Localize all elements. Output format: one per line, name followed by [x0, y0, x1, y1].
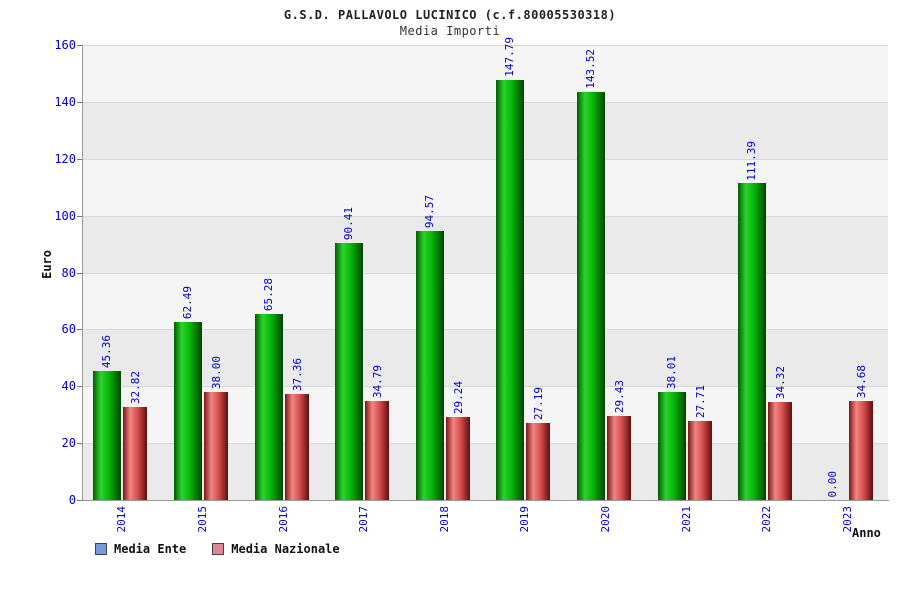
y-tick-label: 140 [54, 94, 76, 109]
value-label-media-nazionale: 29.43 [612, 380, 626, 414]
gridline [82, 386, 888, 388]
legend-label-media-nazionale: Media Nazionale [231, 542, 340, 556]
legend: Media Ente Media Nazionale [95, 542, 366, 556]
value-label-media-nazionale: 38.00 [209, 355, 223, 389]
gridline [82, 101, 888, 103]
value-label-media-nazionale: 29.24 [451, 380, 465, 414]
plot-band [82, 386, 888, 444]
y-axis-title: Euro [40, 250, 54, 279]
plot-band [82, 443, 888, 500]
y-tick-mark [77, 215, 82, 217]
x-tick-label: 2016 [276, 506, 290, 533]
bar-media-nazionale-2019 [526, 422, 551, 500]
bar-media-ente-2017 [335, 242, 364, 500]
y-tick-label: 80 [61, 265, 76, 280]
y-tick-label: 120 [54, 151, 76, 166]
value-label-media-nazionale: 34.32 [774, 366, 788, 400]
bar-media-nazionale-2017 [365, 401, 390, 500]
y-axis-line [82, 45, 83, 501]
y-tick-label: 160 [54, 38, 76, 52]
value-label-media-nazionale: 27.19 [532, 386, 546, 420]
legend-swatch-media-ente [95, 543, 107, 555]
value-label-media-ente: 90.41 [342, 206, 356, 240]
value-label-media-ente: 143.52 [583, 49, 597, 89]
value-label-media-ente: 111.39 [745, 140, 759, 181]
plot-band [82, 329, 888, 387]
gridline [82, 158, 888, 160]
bar-media-ente-2022 [738, 183, 767, 500]
gridline [82, 215, 888, 217]
bar-media-nazionale-2021 [687, 421, 712, 500]
x-tick-label: 2021 [679, 506, 693, 533]
bar-media-ente-2018 [415, 231, 444, 500]
y-tick-label: 20 [61, 436, 76, 451]
bar-media-ente-2019 [496, 79, 525, 500]
plot-band [82, 101, 888, 159]
x-axis-line [82, 500, 889, 501]
y-tick-label: 0 [68, 493, 76, 507]
y-tick-mark [77, 272, 82, 274]
gridline [82, 45, 888, 46]
bar-media-nazionale-2014 [123, 406, 148, 500]
x-tick-label: 2018 [437, 506, 451, 533]
legend-label-media-ente: Media Ente [114, 542, 187, 556]
x-tick-label: 2020 [598, 506, 612, 533]
y-tick-label: 60 [61, 322, 76, 337]
bar-media-nazionale-2022 [768, 402, 793, 500]
y-tick-mark [77, 500, 82, 501]
value-label-media-ente: 62.49 [180, 286, 194, 320]
chart-subtitle: Media Importi [399, 24, 501, 38]
x-axis-title: Anno [852, 526, 881, 540]
bar-media-ente-2014 [93, 371, 122, 500]
x-tick-label: 2015 [195, 506, 209, 533]
x-tick-label: 2022 [760, 506, 774, 533]
bar-media-nazionale-2015 [203, 391, 228, 500]
gridline [82, 272, 888, 274]
x-tick-label: 2017 [357, 506, 371, 533]
value-label-media-nazionale: 32.82 [129, 370, 143, 404]
x-tick-label: 2019 [518, 506, 532, 533]
y-tick-mark [77, 101, 82, 103]
y-tick-mark [77, 45, 82, 46]
value-label-media-ente: 147.79 [503, 36, 517, 77]
y-tick-mark [77, 329, 82, 331]
x-tick-label: 2014 [115, 506, 129, 533]
value-label-media-nazionale: 37.36 [290, 357, 304, 391]
bar-media-ente-2020 [576, 91, 605, 500]
value-label-media-ente: 0.00 [825, 470, 839, 498]
bar-media-nazionale-2016 [284, 393, 309, 500]
gridline [82, 329, 888, 331]
value-label-media-ente: 94.57 [422, 194, 436, 229]
gridline [82, 443, 888, 445]
bar-media-ente-2015 [173, 322, 202, 500]
y-tick-mark [77, 386, 82, 388]
value-label-media-ente: 65.28 [261, 278, 275, 312]
value-label-media-nazionale: 34.79 [371, 364, 385, 399]
y-tick-mark [77, 443, 82, 445]
y-tick-label: 100 [54, 208, 76, 223]
value-label-media-ente: 45.36 [100, 334, 114, 369]
plot-band [82, 272, 888, 330]
bar-media-nazionale-2023 [848, 401, 873, 500]
plot-band [82, 45, 888, 102]
bar-media-nazionale-2018 [445, 416, 470, 500]
plot-band [82, 215, 888, 273]
y-tick-label: 40 [61, 379, 76, 394]
value-label-media-nazionale: 27.71 [693, 385, 707, 419]
value-label-media-nazionale: 34.68 [854, 365, 868, 399]
chart-title: G.S.D. PALLAVOLO LUCINICO (c.f.800055303… [283, 8, 617, 22]
bar-media-ente-2021 [657, 391, 686, 500]
y-tick-mark [77, 158, 82, 160]
bar-media-nazionale-2020 [606, 416, 631, 500]
bar-media-ente-2016 [254, 314, 283, 500]
legend-swatch-media-nazionale [212, 543, 225, 555]
plot-band [82, 158, 888, 216]
value-label-media-ente: 38.01 [664, 355, 678, 389]
